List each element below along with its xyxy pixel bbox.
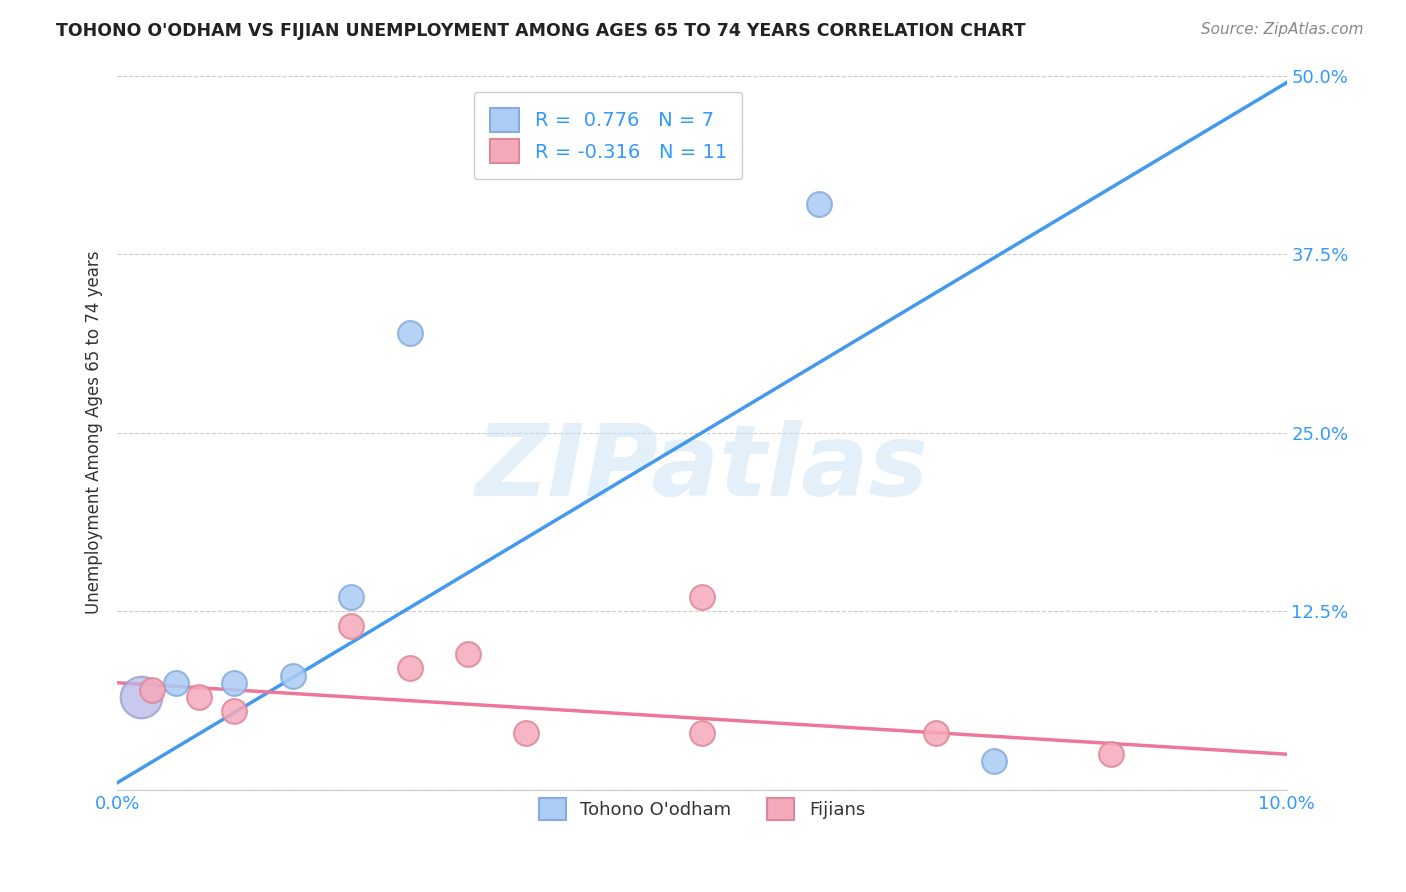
Text: Source: ZipAtlas.com: Source: ZipAtlas.com [1201, 22, 1364, 37]
Point [515, 725, 537, 739]
Point [165, 675, 187, 690]
Point [141, 682, 163, 697]
Text: TOHONO O'ODHAM VS FIJIAN UNEMPLOYMENT AMONG AGES 65 TO 74 YEARS CORRELATION CHAR: TOHONO O'ODHAM VS FIJIAN UNEMPLOYMENT AM… [56, 22, 1026, 40]
Point [807, 197, 830, 211]
Point [129, 690, 152, 704]
Point [398, 326, 420, 340]
Legend: Tohono O'odham, Fijians: Tohono O'odham, Fijians [524, 783, 880, 835]
Text: ZIPatlas: ZIPatlas [475, 420, 928, 517]
Point [281, 668, 304, 682]
Point [690, 725, 713, 739]
Point [224, 675, 246, 690]
Y-axis label: Unemployment Among Ages 65 to 74 years: Unemployment Among Ages 65 to 74 years [86, 251, 103, 615]
Point [398, 661, 420, 675]
Point [340, 590, 363, 604]
Point [224, 704, 246, 718]
Point [925, 725, 948, 739]
Point [457, 647, 479, 661]
Point [340, 618, 363, 632]
Point [1099, 747, 1122, 762]
Point [188, 690, 211, 704]
Point [690, 590, 713, 604]
Point [983, 755, 1005, 769]
